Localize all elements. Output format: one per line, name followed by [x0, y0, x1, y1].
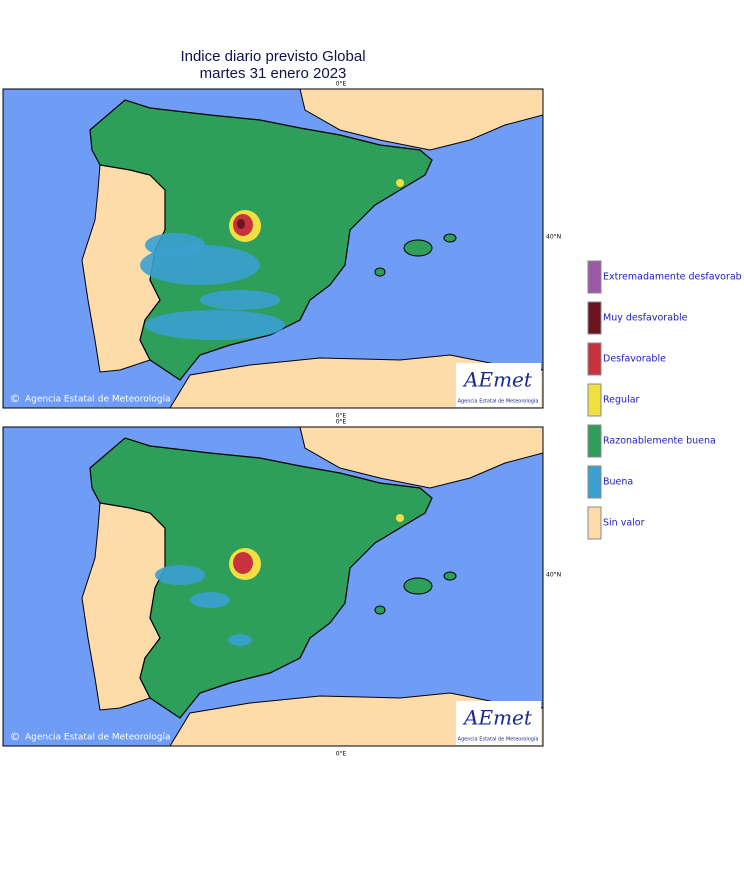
map-panel: 0°E 0°E 40°N © Agencia Estatal de Meteorolog… — [2, 81, 561, 420]
legend-label: Extremadamente desfavorab — [603, 272, 742, 283]
legend-swatch — [587, 383, 602, 417]
legend-swatch — [587, 424, 602, 458]
logo-subtitle: Agencia Estatal de Meteorología — [458, 398, 539, 405]
legend-swatch — [587, 465, 602, 499]
island — [443, 233, 457, 243]
credit: Agencia Estatal de Meteorología — [25, 395, 171, 405]
legend-label: Sin valor — [603, 518, 645, 529]
zone-good — [145, 233, 205, 257]
legend-label: Razonablemente buena — [603, 436, 716, 447]
island — [403, 577, 433, 595]
logo-subtitle: Agencia Estatal de Meteorología — [458, 736, 539, 743]
spain — [89, 437, 433, 719]
legend-label: Buena — [603, 477, 633, 488]
title: Indice diario previsto Global — [180, 48, 365, 65]
logo-box — [456, 701, 541, 745]
zone-good — [155, 565, 205, 585]
legend: Extremadamente desfavorab Muy desfavorabl… — [587, 260, 742, 540]
island — [374, 267, 386, 277]
legend-swatch — [587, 342, 602, 376]
lat-label: 40°N — [546, 234, 561, 241]
land-no-data — [299, 88, 544, 151]
legend-swatch — [587, 506, 602, 540]
island — [374, 605, 386, 615]
lon-label: 0°E — [336, 81, 347, 88]
legend-label: Desfavorable — [603, 354, 666, 365]
logo-box — [456, 363, 541, 407]
zone-unfavourable — [233, 552, 253, 574]
legend-label: Regular — [603, 395, 640, 406]
land-no-data — [169, 692, 544, 747]
legend-swatch — [587, 260, 602, 294]
map-panel: 0°E 0°E 40°N © Agencia Estatal de Meteorolog… — [2, 419, 561, 758]
spain — [89, 99, 433, 381]
island — [443, 571, 457, 581]
lon-label: 0°E — [336, 751, 347, 758]
logo: AEmet — [462, 368, 533, 392]
zone-regular — [396, 514, 404, 522]
lon-label: 0°E — [336, 419, 347, 426]
land-no-data — [169, 354, 544, 409]
island — [403, 239, 433, 257]
maps: 0°E0°E40°N© Agencia Estatal de Meteorolog… — [2, 81, 561, 758]
zone-good — [145, 310, 285, 340]
subtitle: martes 31 enero 2023 — [200, 65, 347, 82]
legend-label: Muy desfavorable — [603, 313, 688, 324]
logo: AEmet — [462, 706, 533, 730]
zone-very-unfavourable — [237, 219, 245, 229]
legend-swatch — [587, 301, 602, 335]
zone-regular — [396, 179, 404, 187]
zone-good — [200, 290, 280, 310]
lat-label: 40°N — [546, 572, 561, 579]
credit-symbol: © — [10, 730, 21, 743]
zone-good — [228, 634, 252, 646]
credit-symbol: © — [10, 392, 21, 405]
lon-label: 0°E — [336, 413, 347, 420]
zone-good — [190, 592, 230, 608]
land-no-data — [299, 426, 544, 489]
credit: Agencia Estatal de Meteorología — [25, 733, 171, 743]
